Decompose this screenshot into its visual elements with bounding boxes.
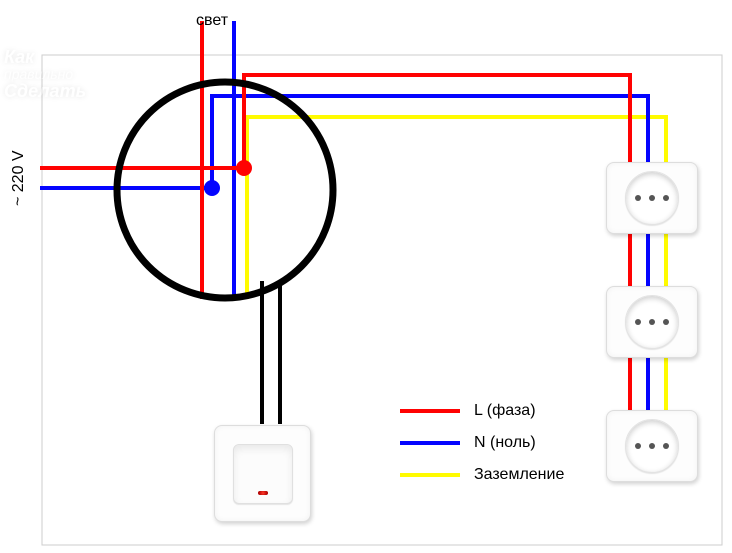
light-switch-rocker: [233, 444, 293, 504]
watermark-line3: Сделать: [4, 81, 86, 101]
power-socket-2: [606, 286, 698, 358]
legend-row-neutral: N (ноль): [400, 434, 536, 452]
legend-swatch-neutral: [400, 441, 460, 445]
socket-hole-icon: [663, 195, 669, 201]
socket-face-icon: [625, 171, 679, 225]
watermark-line1: Как: [4, 47, 34, 67]
legend-swatch-phase: [400, 409, 460, 413]
socket-face-icon: [625, 419, 679, 473]
socket-hole-icon: [649, 319, 655, 325]
legend-label-phase: L (фаза): [474, 402, 536, 420]
socket-hole-icon: [649, 195, 655, 201]
socket-hole-icon: [635, 319, 641, 325]
label-svet: свет: [196, 12, 228, 30]
socket-hole-icon: [649, 443, 655, 449]
legend-label-neutral: N (ноль): [474, 434, 536, 452]
legend-label-ground: Заземление: [474, 466, 564, 484]
power-socket-3: [606, 410, 698, 482]
socket-hole-icon: [635, 195, 641, 201]
power-socket-1: [606, 162, 698, 234]
watermark-line2: правильно: [4, 66, 73, 82]
watermark-logo: Как правильно Сделать: [4, 6, 86, 100]
socket-hole-icon: [663, 443, 669, 449]
legend-swatch-ground: [400, 473, 460, 477]
legend-row-phase: L (фаза): [400, 402, 536, 420]
socket-hole-icon: [663, 319, 669, 325]
switch-led-icon: [258, 491, 268, 495]
label-220v: ~ 220 V: [10, 150, 28, 206]
light-switch: [214, 425, 311, 522]
socket-face-icon: [625, 295, 679, 349]
legend-row-ground: Заземление: [400, 466, 564, 484]
socket-hole-icon: [635, 443, 641, 449]
